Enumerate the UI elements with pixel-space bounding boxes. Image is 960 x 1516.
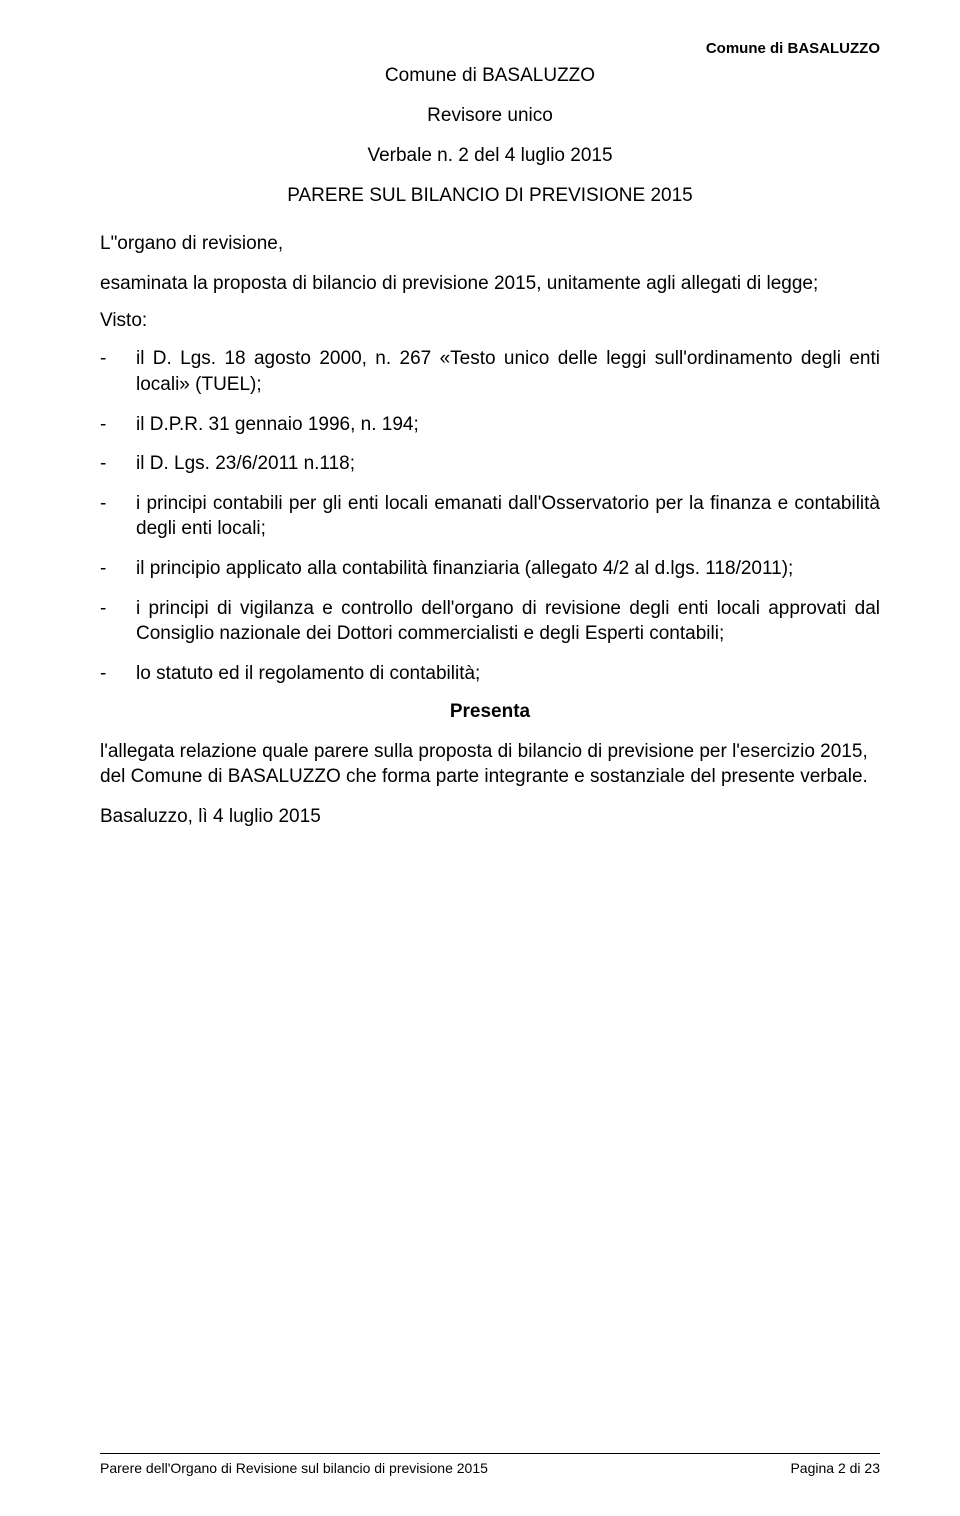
list-item: - lo statuto ed il regolamento di contab… xyxy=(100,661,880,687)
bullet-text: il D. Lgs. 23/6/2011 n.118; xyxy=(136,451,880,477)
footer-row: Parere dell'Organo di Revisione sul bila… xyxy=(100,1460,880,1476)
footer-divider xyxy=(100,1453,880,1454)
list-item: - i principi contabili per gli enti loca… xyxy=(100,491,880,542)
visto-label: Visto: xyxy=(100,310,880,332)
place-date: Basaluzzo, lì 4 luglio 2015 xyxy=(100,804,880,830)
parere-heading: PARERE SUL BILANCIO DI PREVISIONE 2015 xyxy=(100,185,880,207)
bullet-text: i principi di vigilanza e controllo dell… xyxy=(136,596,880,647)
bullet-dash: - xyxy=(100,491,136,542)
presenta-heading: Presenta xyxy=(100,701,880,723)
closing-para: l'allegata relazione quale parere sulla … xyxy=(100,739,880,790)
bullet-text: il D.P.R. 31 gennaio 1996, n. 194; xyxy=(136,412,880,438)
footer-page-number: Pagina 2 di 23 xyxy=(790,1460,880,1476)
verbale-line: Verbale n. 2 del 4 luglio 2015 xyxy=(100,145,880,167)
list-item: - i principi di vigilanza e controllo de… xyxy=(100,596,880,647)
bullet-dash: - xyxy=(100,346,136,397)
bullet-dash: - xyxy=(100,451,136,477)
bullet-dash: - xyxy=(100,596,136,647)
intro-line-1: L"organo di revisione, xyxy=(100,231,880,257)
bullet-text: i principi contabili per gli enti locali… xyxy=(136,491,880,542)
list-item: - il D. Lgs. 23/6/2011 n.118; xyxy=(100,451,880,477)
list-item: - il D.P.R. 31 gennaio 1996, n. 194; xyxy=(100,412,880,438)
list-item: - il principio applicato alla contabilit… xyxy=(100,556,880,582)
bullet-list: - il D. Lgs. 18 agosto 2000, n. 267 «Tes… xyxy=(100,346,880,686)
intro-line-2: esaminata la proposta di bilancio di pre… xyxy=(100,271,880,297)
bullet-dash: - xyxy=(100,412,136,438)
footer-left-text: Parere dell'Organo di Revisione sul bila… xyxy=(100,1460,488,1476)
document-subtitle: Revisore unico xyxy=(100,105,880,127)
bullet-dash: - xyxy=(100,661,136,687)
header-center-title: Comune di BASALUZZO xyxy=(100,65,880,87)
document-page: Comune di BASALUZZO Comune di BASALUZZO … xyxy=(0,0,960,874)
header-right-title: Comune di BASALUZZO xyxy=(100,40,880,57)
page-footer: Parere dell'Organo di Revisione sul bila… xyxy=(100,1453,880,1476)
bullet-text: il D. Lgs. 18 agosto 2000, n. 267 «Testo… xyxy=(136,346,880,397)
bullet-dash: - xyxy=(100,556,136,582)
bullet-text: lo statuto ed il regolamento di contabil… xyxy=(136,661,880,687)
bullet-text: il principio applicato alla contabilità … xyxy=(136,556,880,582)
list-item: - il D. Lgs. 18 agosto 2000, n. 267 «Tes… xyxy=(100,346,880,397)
